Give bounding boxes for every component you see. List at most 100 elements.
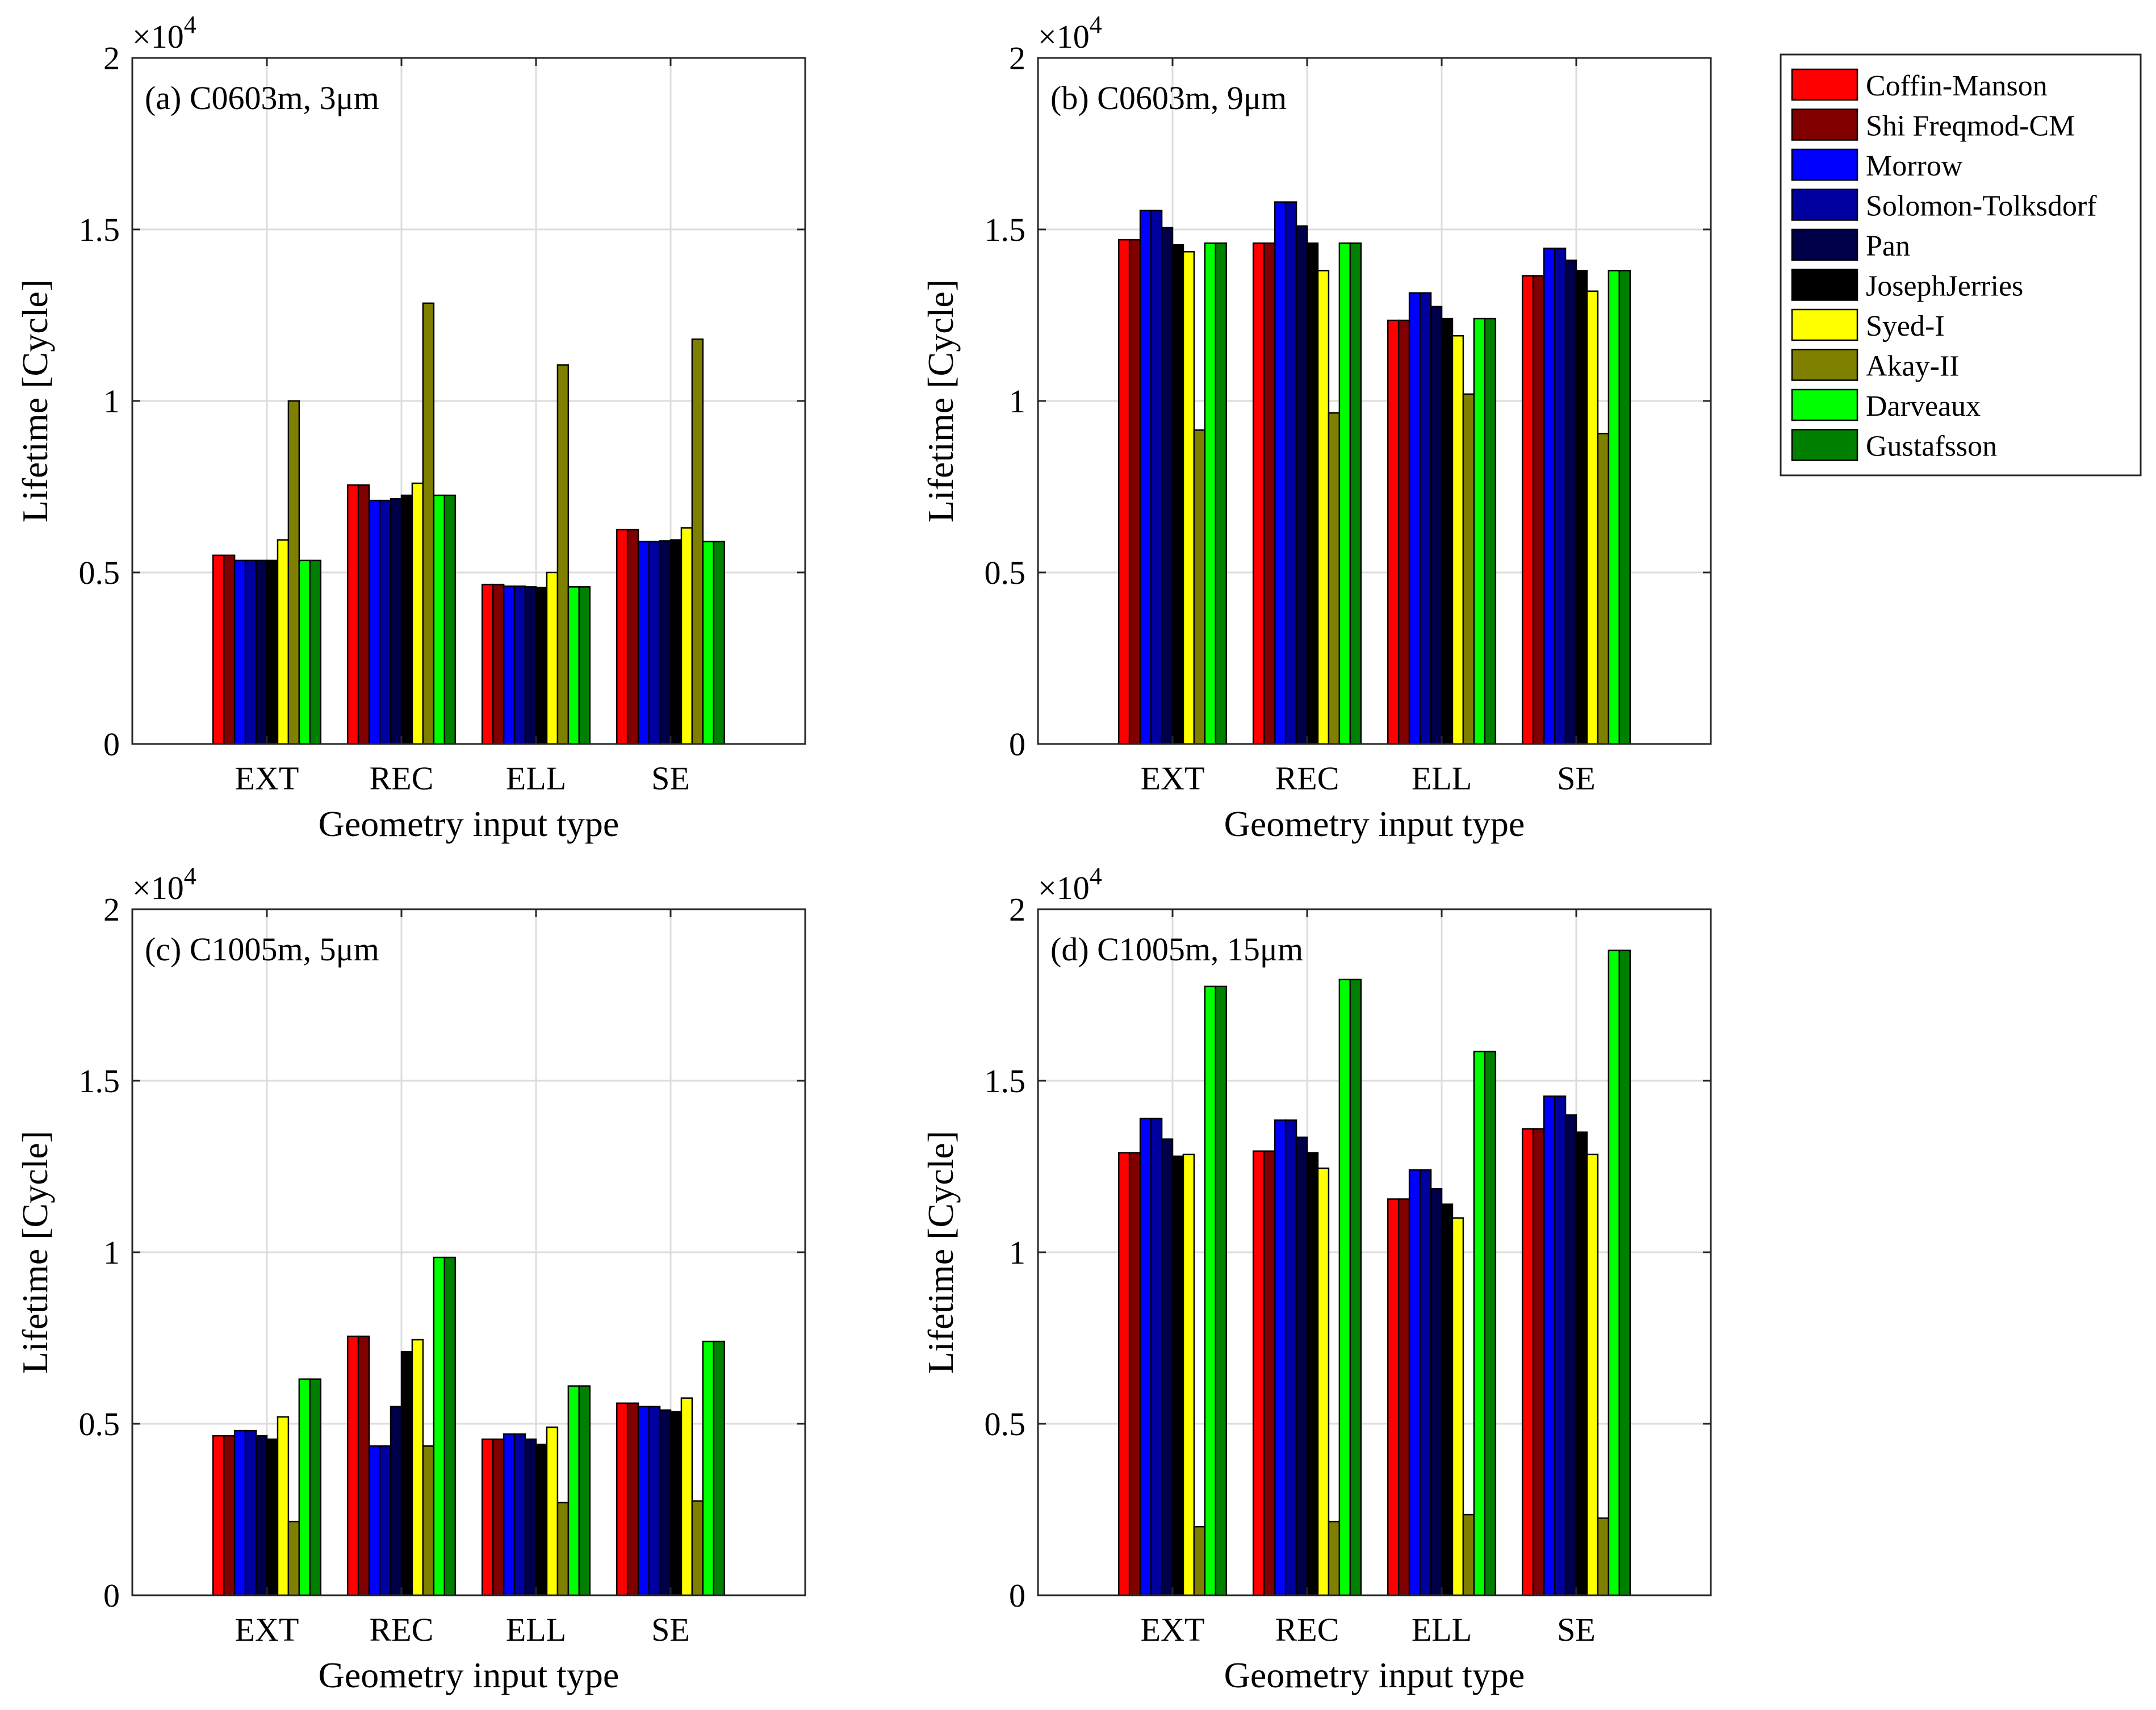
bar-darveaux-ell xyxy=(1473,317,1486,745)
bar-pan-ell xyxy=(524,1438,537,1596)
y-exponent-label: ×104 xyxy=(1038,11,1102,55)
bar-coffin-manson-se xyxy=(616,1402,629,1596)
bar-akay-ii-rec xyxy=(422,302,435,745)
bar-gustafsson-rec xyxy=(443,494,457,745)
bar-darveaux-ell xyxy=(567,1385,580,1596)
y-exponent-label: ×104 xyxy=(132,862,196,906)
bar-shi-freqmod-cm-ell xyxy=(1397,319,1410,745)
bar-josephjerries-ell xyxy=(1441,317,1454,745)
bar-solomon-tolksdorf-ell xyxy=(513,585,526,745)
bar-solomon-tolksdorf-ext xyxy=(244,1429,257,1596)
y-tick-label: 0.5 xyxy=(985,1406,1026,1443)
bar-shi-freqmod-cm-rec xyxy=(1263,242,1276,745)
y-exponent-label: ×104 xyxy=(1038,862,1102,906)
y-tick-label: 1 xyxy=(103,1234,120,1271)
bar-darveaux-ell xyxy=(1473,1051,1486,1596)
bar-coffin-manson-ext xyxy=(1117,239,1131,745)
bar-solomon-tolksdorf-se xyxy=(1554,247,1567,745)
bar-gustafsson-se xyxy=(713,541,726,745)
legend: Coffin-Manson Shi Freqmod-CM Morrow Solomon… xyxy=(1780,53,2142,476)
bar-coffin-manson-se xyxy=(616,529,629,745)
bar-josephjerries-ext xyxy=(1171,1155,1184,1596)
bar-syed-i-se xyxy=(680,1397,693,1596)
panel-title: (a) C0603m, 3μm xyxy=(145,80,379,116)
bar-darveaux-rec xyxy=(433,1256,446,1596)
bar-coffin-manson-se xyxy=(1521,275,1534,745)
bar-solomon-tolksdorf-ell xyxy=(1419,292,1432,745)
bar-solomon-tolksdorf-ell xyxy=(513,1433,526,1596)
bar-solomon-tolksdorf-se xyxy=(648,1406,661,1596)
bar-darveaux-se xyxy=(1607,270,1621,745)
y-tick-label: 1 xyxy=(103,383,120,420)
bar-gustafsson-ext xyxy=(1215,242,1228,745)
panel-title: (d) C1005m, 15μm xyxy=(1050,931,1303,968)
bar-josephjerries-ell xyxy=(535,1443,548,1596)
bar-solomon-tolksdorf-rec xyxy=(379,1445,392,1596)
bar-darveaux-ext xyxy=(1204,242,1217,745)
bar-akay-ii-ext xyxy=(1193,1525,1206,1596)
bar-shi-freqmod-cm-se xyxy=(626,1402,639,1596)
chart-panel-4: 0 0.5 1 1.5 2 EXT REC ELL SE ×104 (d) C1005m, 15μm… xyxy=(920,862,1712,1695)
bar-darveaux-se xyxy=(702,541,715,745)
bar-pan-ext xyxy=(1161,1138,1174,1596)
legend-swatch xyxy=(1791,349,1858,381)
bar-shi-freqmod-cm-se xyxy=(1532,1128,1545,1596)
bar-coffin-manson-ext xyxy=(212,1435,225,1596)
legend-item-solomon-tolksdorf: Solomon-Tolksdorf xyxy=(1791,189,2097,223)
bar-coffin-manson-ell xyxy=(481,583,494,745)
legend-label: Gustafsson xyxy=(1866,430,1997,463)
bar-pan-se xyxy=(659,1409,672,1596)
y-exponent-power: 4 xyxy=(184,862,196,890)
bar-syed-i-ext xyxy=(1182,251,1195,745)
bar-josephjerries-se xyxy=(1575,270,1588,745)
bar-akay-ii-se xyxy=(1597,1517,1610,1596)
bar-coffin-manson-ell xyxy=(1387,319,1400,745)
bar-josephjerries-rec xyxy=(400,494,413,745)
y-tick-label: 2 xyxy=(1009,40,1025,77)
legend-label: Darveaux xyxy=(1866,390,1981,423)
bar-morrow-ext xyxy=(1139,210,1152,745)
bar-morrow-ext xyxy=(233,559,246,745)
bar-syed-i-se xyxy=(1586,290,1599,745)
y-tick-label: 0.5 xyxy=(79,554,120,591)
legend-label: Akay-II xyxy=(1866,350,1960,383)
bar-pan-se xyxy=(1564,260,1577,745)
bar-darveaux-se xyxy=(1607,950,1621,1596)
legend-item-akay-ii: Akay-II xyxy=(1791,349,1960,383)
bar-darveaux-rec xyxy=(433,494,446,745)
bar-shi-freqmod-cm-ell xyxy=(492,583,505,745)
bar-solomon-tolksdorf-se xyxy=(648,541,661,745)
x-tick-label: REC xyxy=(1275,1611,1339,1648)
bar-coffin-manson-ext xyxy=(1117,1152,1131,1596)
bar-josephjerries-ext xyxy=(266,1438,279,1596)
bar-solomon-tolksdorf-rec xyxy=(1284,201,1297,745)
bar-pan-ell xyxy=(524,586,537,745)
bar-josephjerries-se xyxy=(1575,1131,1588,1596)
bar-solomon-tolksdorf-rec xyxy=(1284,1119,1297,1596)
x-axis-label: Geometry input type xyxy=(319,804,619,844)
x-tick-label: REC xyxy=(1275,760,1339,797)
x-tick-label: ELL xyxy=(1412,1611,1472,1648)
bar-coffin-manson-rec xyxy=(1252,242,1265,745)
legend-swatch xyxy=(1791,68,1858,101)
bar-morrow-ext xyxy=(1139,1118,1152,1596)
y-exponent-power: 4 xyxy=(1090,11,1102,39)
bar-gustafsson-ell xyxy=(578,586,591,745)
bar-shi-freqmod-cm-se xyxy=(626,529,639,745)
bar-josephjerries-ell xyxy=(535,587,548,745)
bar-pan-rec xyxy=(1295,225,1308,745)
x-tick-label: EXT xyxy=(1141,1611,1205,1648)
y-tick-label: 0 xyxy=(103,1577,120,1614)
bar-syed-i-ell xyxy=(1451,1217,1464,1596)
legend-item-pan: Pan xyxy=(1791,228,1910,262)
x-tick-label: REC xyxy=(370,760,434,797)
bar-akay-ii-ext xyxy=(1193,429,1206,745)
bar-josephjerries-rec xyxy=(1306,242,1319,745)
legend-label: Coffin-Manson xyxy=(1866,70,2048,102)
bar-gustafsson-ext xyxy=(309,1378,322,1596)
bar-shi-freqmod-cm-ext xyxy=(1128,1152,1141,1596)
bar-pan-se xyxy=(1564,1114,1577,1596)
bar-morrow-ext xyxy=(233,1429,246,1596)
bar-gustafsson-rec xyxy=(1349,979,1362,1596)
